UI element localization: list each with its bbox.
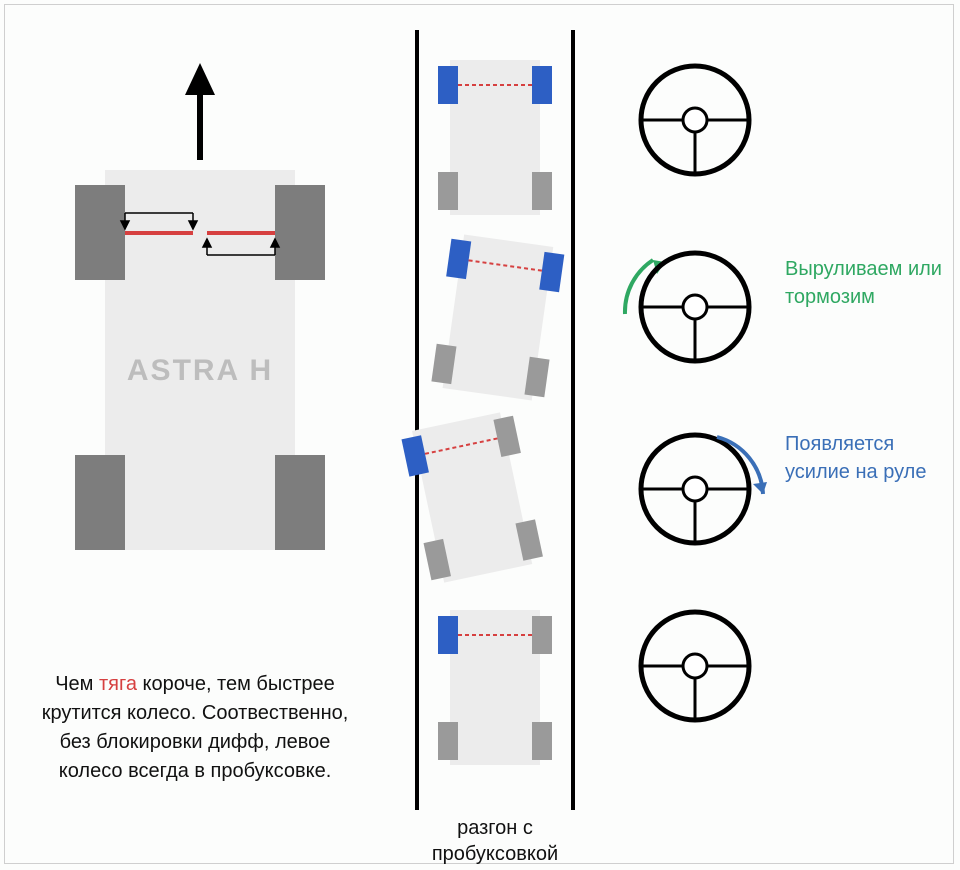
label-green: Выруливаем или тормозим (785, 255, 945, 311)
forward-arrow-icon (185, 63, 215, 160)
steering-wheel-1 (635, 60, 755, 180)
left-car-diagram: ASTRA H (35, 55, 355, 620)
rear-right-wheel (275, 455, 325, 550)
label-blue: Появляется усилие на руле (785, 430, 945, 486)
center-caption: разгон с пробуксовкой (405, 815, 585, 867)
left-caption: Чем тяга короче, тем быстрее крутится ко… (25, 670, 365, 786)
steering-wheel-3 (635, 424, 755, 544)
mini-car-3 (431, 233, 565, 402)
mini-car-2 (400, 410, 544, 585)
lane-svg (405, 30, 585, 810)
front-right-wheel (275, 185, 325, 280)
mini-car-4 (438, 60, 552, 215)
left-car-svg: ASTRA H (35, 55, 365, 615)
diagram-frame: ASTRA H Чем тяга короче, тем быстрее кру… (4, 4, 954, 864)
steering-wheels-column (625, 60, 765, 788)
center-lane-diagram (405, 30, 585, 810)
caption-highlight: тяга (99, 673, 137, 695)
car-model-label: ASTRA H (127, 354, 273, 387)
steering-wheel-4 (635, 606, 755, 726)
rear-left-wheel (75, 455, 125, 550)
steering-wheel-2 (635, 242, 755, 362)
caption-pre: Чем (55, 673, 99, 695)
front-left-wheel (75, 185, 125, 280)
mini-car-1 (438, 610, 552, 765)
